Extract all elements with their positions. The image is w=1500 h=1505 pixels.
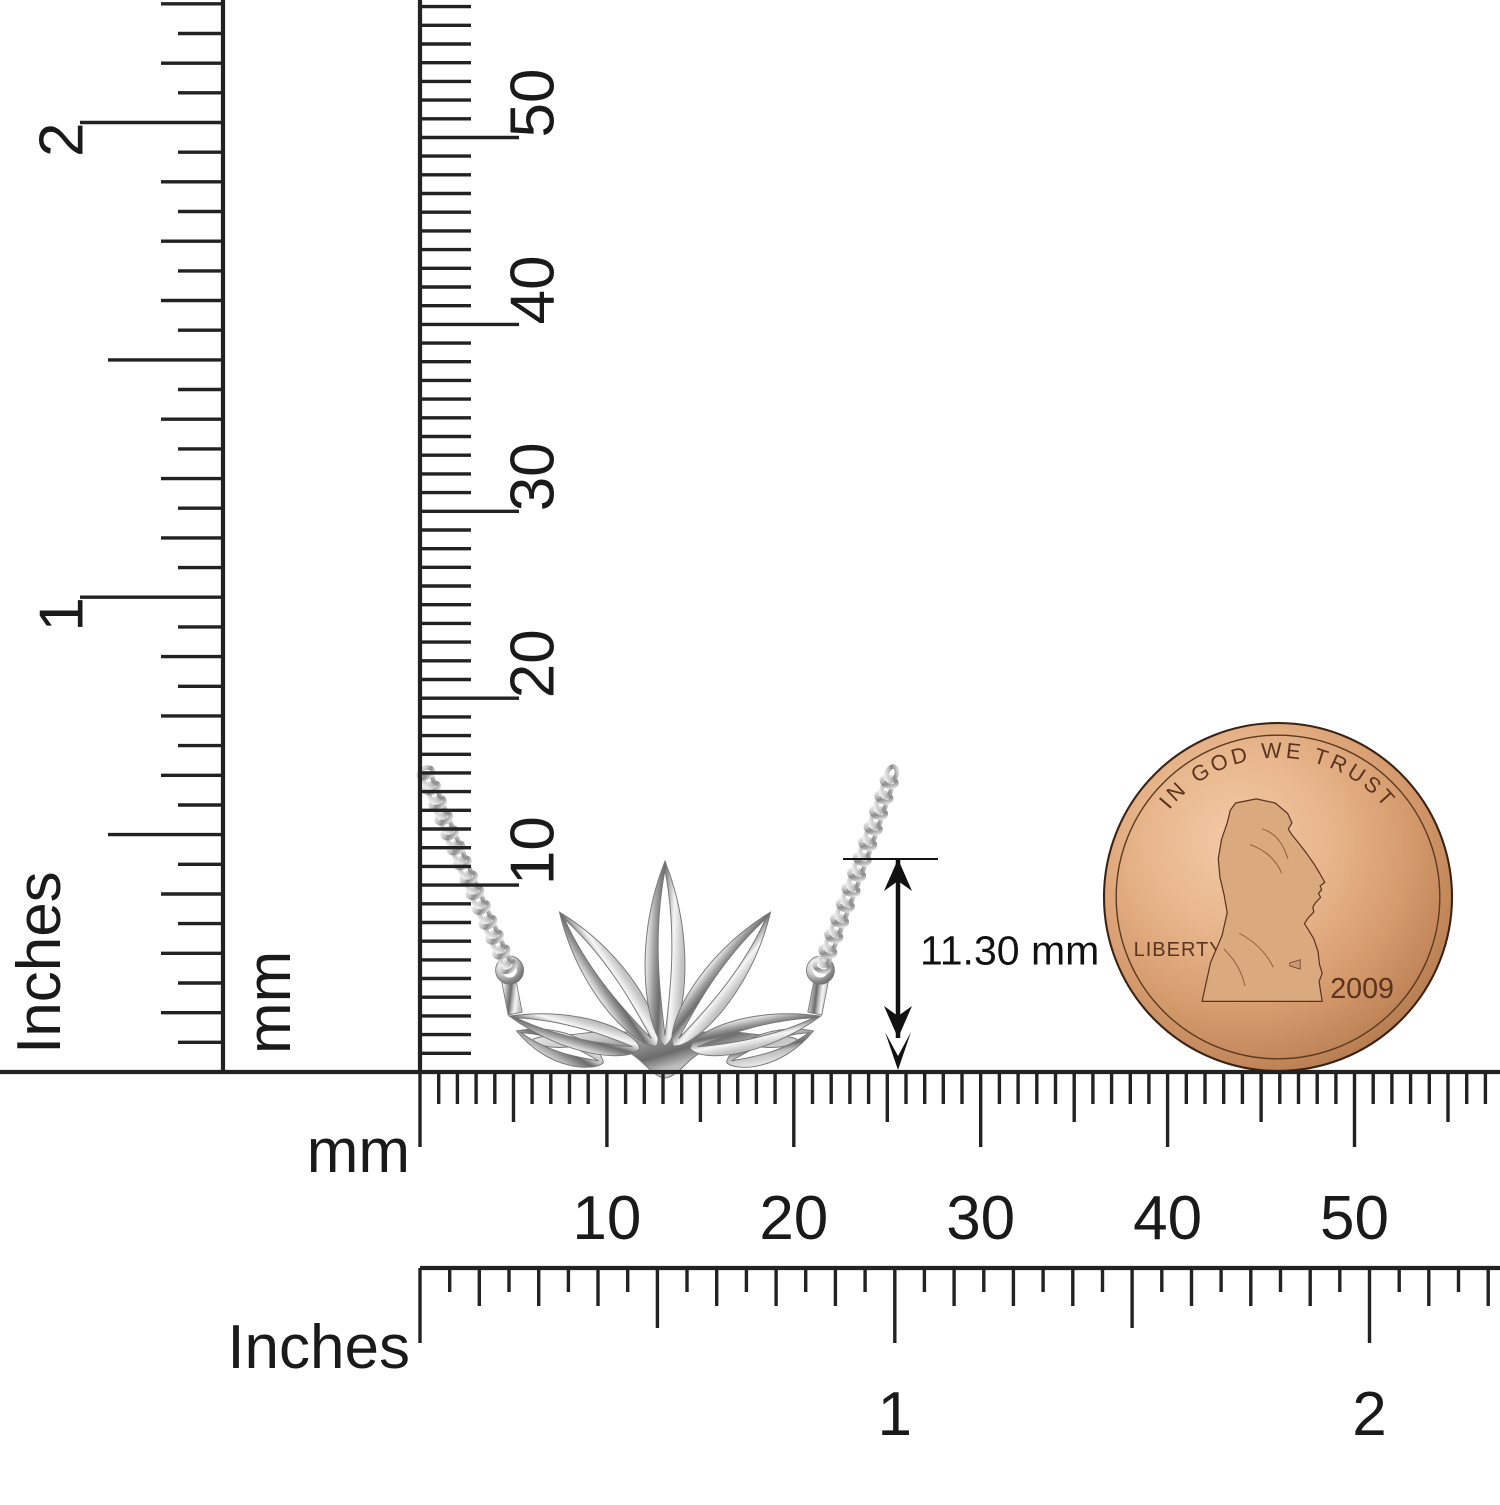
svg-text:1: 1 xyxy=(878,1380,912,1449)
svg-text:2: 2 xyxy=(27,123,96,157)
svg-text:Inches: Inches xyxy=(5,871,74,1054)
svg-text:mm: mm xyxy=(235,951,304,1054)
svg-text:20: 20 xyxy=(498,629,567,698)
svg-text:20: 20 xyxy=(759,1184,828,1253)
svg-text:40: 40 xyxy=(498,255,567,324)
svg-text:Inches: Inches xyxy=(227,1313,410,1382)
svg-text:mm: mm xyxy=(307,1117,410,1186)
svg-text:11.30 mm: 11.30 mm xyxy=(920,928,1099,974)
svg-text:2: 2 xyxy=(1352,1380,1386,1449)
svg-text:10: 10 xyxy=(498,816,567,885)
svg-text:1: 1 xyxy=(27,597,96,631)
svg-text:50: 50 xyxy=(498,69,567,138)
svg-text:LIBERTY: LIBERTY xyxy=(1134,939,1224,961)
svg-text:30: 30 xyxy=(498,442,567,511)
svg-text:40: 40 xyxy=(1133,1184,1202,1253)
svg-text:2009: 2009 xyxy=(1330,973,1394,1005)
svg-text:50: 50 xyxy=(1320,1184,1389,1253)
svg-text:30: 30 xyxy=(946,1184,1015,1253)
svg-text:10: 10 xyxy=(572,1184,641,1253)
